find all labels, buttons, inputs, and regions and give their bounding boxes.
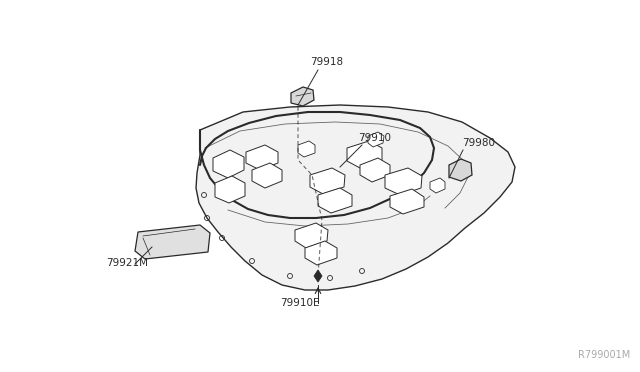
Polygon shape [295,223,328,248]
Polygon shape [252,163,282,188]
Polygon shape [360,158,390,182]
Polygon shape [347,141,382,168]
Polygon shape [430,178,445,193]
Text: 79910: 79910 [358,133,391,143]
Polygon shape [298,141,315,157]
Polygon shape [196,105,515,290]
Text: R799001M: R799001M [578,350,630,360]
Text: 79921M: 79921M [106,258,148,268]
Polygon shape [305,241,337,265]
Polygon shape [368,132,384,147]
Polygon shape [246,145,278,170]
Text: 79910E: 79910E [280,298,319,308]
Polygon shape [390,189,424,214]
Text: 79918: 79918 [310,57,343,67]
Text: 79980: 79980 [462,138,495,148]
Polygon shape [385,168,422,195]
Polygon shape [314,270,322,282]
Polygon shape [291,87,314,106]
Polygon shape [318,188,352,213]
Polygon shape [135,225,210,259]
Polygon shape [215,176,245,203]
Polygon shape [213,150,244,178]
Polygon shape [449,159,472,181]
Polygon shape [310,168,345,194]
